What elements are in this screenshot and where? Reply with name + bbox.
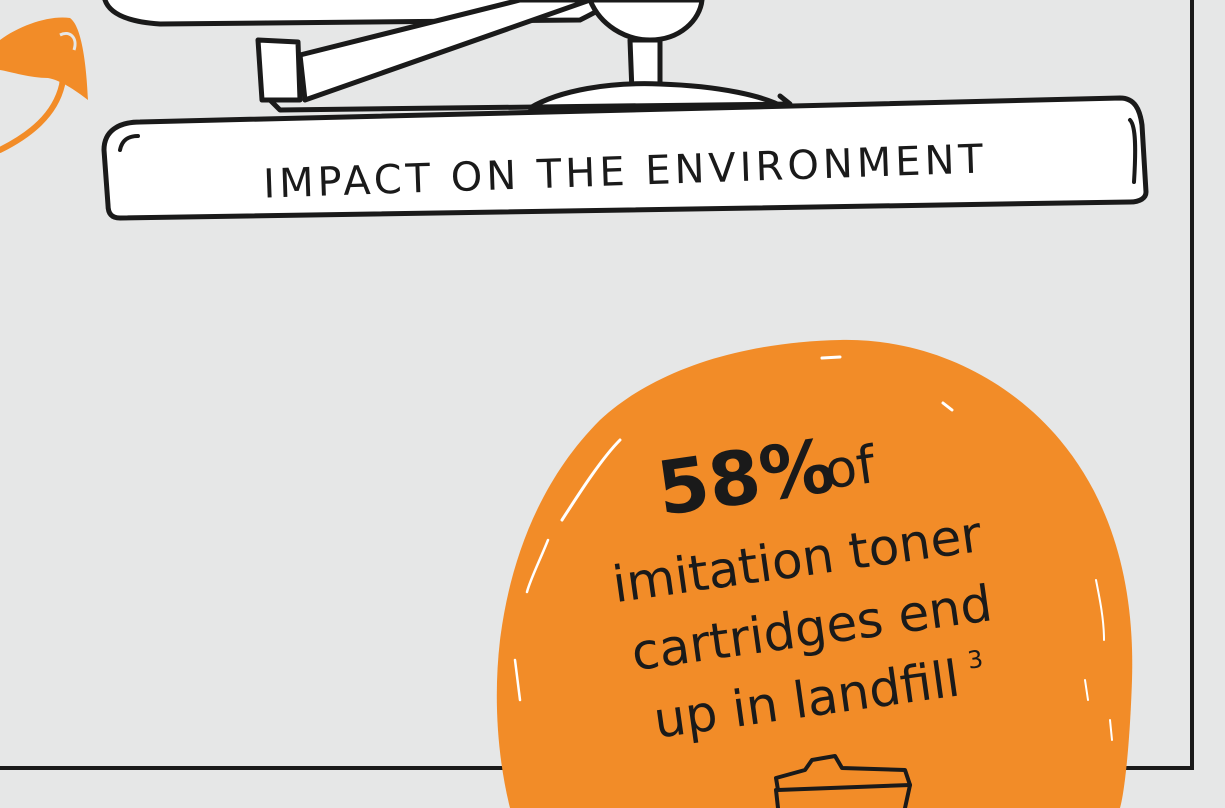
stat-blob — [496, 339, 1133, 808]
orange-arrow-icon — [0, 17, 88, 153]
printer-arm-drawing — [102, 0, 793, 113]
stat-of: of — [821, 435, 881, 502]
stat-footnote: 3 — [966, 645, 985, 675]
title-banner: IMPACT ON THE ENVIRONMENT — [101, 95, 1149, 221]
toner-cartridge-icon — [774, 754, 912, 808]
